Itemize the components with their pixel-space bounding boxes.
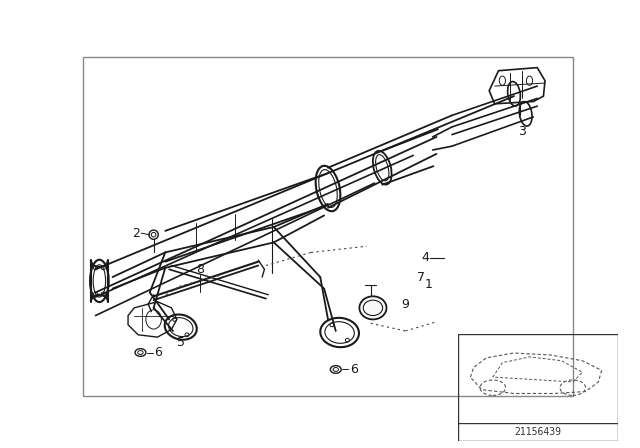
Ellipse shape [360, 296, 387, 319]
Text: 4: 4 [421, 251, 429, 264]
Text: 6: 6 [349, 363, 358, 376]
Text: 7: 7 [417, 271, 425, 284]
FancyBboxPatch shape [458, 423, 618, 441]
Text: 9: 9 [401, 297, 410, 310]
Text: 5: 5 [177, 336, 185, 349]
Text: 8: 8 [196, 263, 204, 276]
Text: 6: 6 [154, 346, 163, 359]
Text: 1: 1 [425, 278, 433, 291]
Text: 21156439: 21156439 [514, 427, 561, 437]
Text: 2: 2 [132, 227, 140, 240]
Text: 3: 3 [518, 125, 525, 138]
